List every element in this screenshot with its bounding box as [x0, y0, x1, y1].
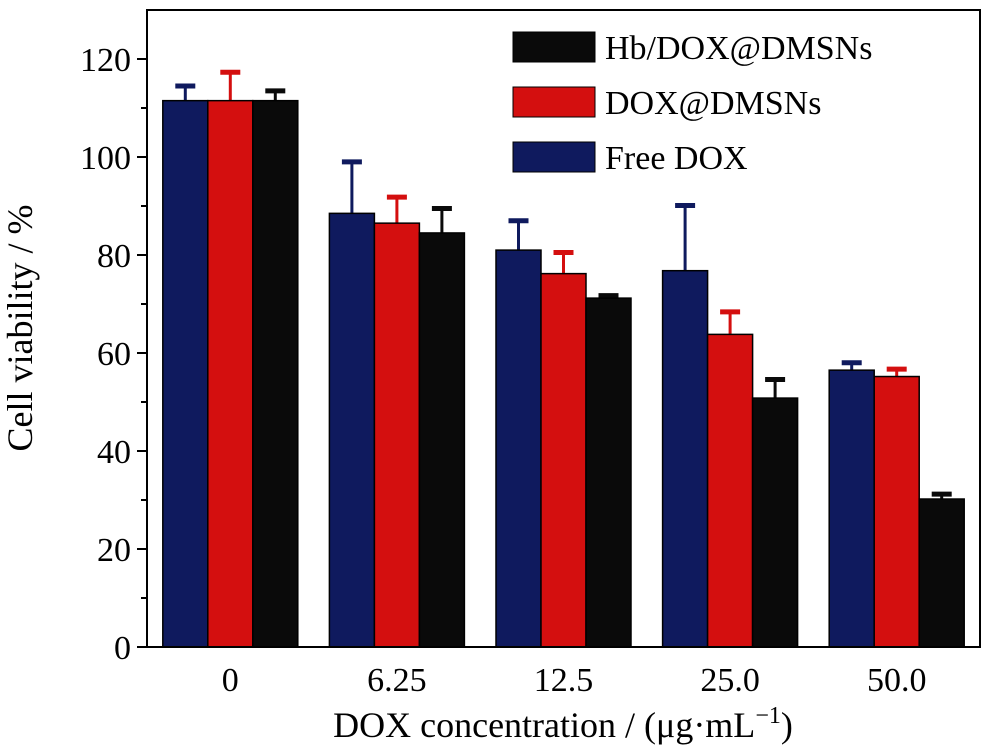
x-tick-label: 0	[222, 662, 239, 699]
legend-label: Free DOX	[605, 140, 748, 177]
x-tick-label: 50.0	[867, 662, 927, 699]
y-tick-label: 120	[80, 42, 131, 79]
x-tick-label: 6.25	[367, 662, 427, 699]
legend: Hb/DOX@DMSNs DOX@DMSNs Free DOX	[512, 30, 872, 177]
y-tick-label: 0	[114, 630, 131, 667]
bar	[661, 269, 709, 648]
y-tick-label: 20	[97, 532, 131, 569]
legend-label: Hb/DOX@DMSNs	[605, 30, 872, 67]
bar	[585, 297, 632, 648]
bar	[162, 99, 209, 648]
bar	[495, 249, 542, 648]
legend-swatch	[512, 31, 596, 63]
y-tick-label: 40	[97, 434, 131, 471]
x-tick-label: 12.5	[534, 662, 594, 699]
bar	[328, 212, 376, 648]
bar	[207, 99, 254, 648]
bar	[873, 375, 920, 648]
x-axis-label: DOX concentration / (μg·mL−1)	[333, 703, 793, 745]
bar	[706, 333, 754, 648]
y-tick-label: 80	[97, 238, 131, 275]
bar	[828, 369, 875, 648]
y-tick-label: 60	[97, 336, 131, 373]
legend-swatch	[512, 86, 596, 118]
bar	[373, 222, 421, 648]
bar	[540, 272, 587, 648]
legend-swatch	[512, 141, 596, 173]
y-tick-label: 100	[80, 140, 131, 177]
plot-frame	[146, 9, 981, 648]
bar	[751, 397, 799, 648]
bar	[418, 232, 466, 648]
legend-label: DOX@DMSNs	[605, 85, 821, 122]
x-axis-label-superscript: −1	[755, 703, 781, 729]
bar	[252, 99, 299, 648]
y-axis-label: Cell viability / %	[0, 205, 40, 452]
bar	[918, 498, 965, 648]
axis-ticks: 0 20 40 60 80 100 120 0 6.25 12.5 25.0 50.0	[80, 42, 926, 699]
x-tick-label: 25.0	[700, 662, 760, 699]
